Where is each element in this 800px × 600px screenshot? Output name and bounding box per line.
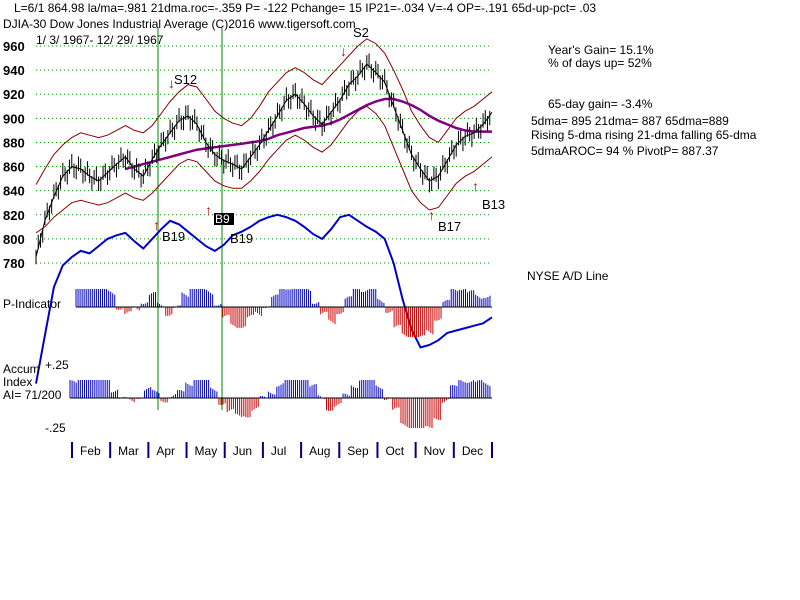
buy-arrow-icon: ↑	[472, 178, 479, 194]
month-label: Apr	[156, 444, 175, 458]
gain-65: 65-day gain= -3.4%	[548, 97, 653, 111]
accum-index-panel	[69, 380, 492, 428]
ma65-line	[125, 97, 492, 171]
month-label: Aug	[309, 444, 330, 458]
signal-label: S12	[174, 72, 197, 87]
accum-label-3: AI= 71/200	[3, 388, 62, 402]
series-layer	[35, 38, 493, 384]
upper-band-line	[35, 38, 493, 185]
y-axis-labels: 960 940 920 900 880 860 840 820 800 780	[3, 39, 25, 271]
accum-label-2: Index	[3, 375, 32, 389]
y-tick-label: 960	[3, 39, 25, 54]
signal-s2: S2 ↓	[340, 25, 369, 59]
nyse-ad-line	[35, 213, 493, 384]
sell-arrow-icon: ↓	[168, 75, 175, 91]
month-label: Dec	[462, 444, 483, 458]
signal-b19-may: B19	[230, 231, 253, 246]
accum-plus-label: +.25	[45, 358, 69, 372]
date-range: 1/ 3/ 1967- 12/ 29/ 1967	[36, 33, 164, 47]
y-tick-label: 860	[3, 160, 25, 175]
price-grid	[36, 45, 492, 264]
signal-b17: ↑ B17	[428, 207, 461, 234]
signal-label: B19	[162, 229, 185, 244]
month-label: Nov	[424, 444, 445, 458]
signal-b13: ↑ B13	[472, 178, 505, 212]
header-stats-line: L=6/1 864.98 la/ma=.981 21dma.roc=-.359 …	[14, 1, 596, 15]
signal-label-box	[214, 213, 234, 225]
month-label: Jun	[233, 444, 252, 458]
buy-arrow-icon: ↑	[205, 202, 212, 218]
lower-band-line	[35, 105, 493, 234]
signal-b19-apr: ↑ B19	[153, 217, 185, 244]
sell-arrow-icon: ↓	[340, 43, 347, 59]
y-tick-label: 840	[3, 184, 25, 199]
month-label: May	[195, 444, 218, 458]
pct-days-up: % of days up= 52%	[548, 56, 652, 70]
y-tick-label: 920	[3, 87, 25, 102]
nyse-ad-label: NYSE A/D Line	[527, 269, 609, 283]
signal-label: S2	[353, 25, 369, 40]
signal-s12: S12 ↓	[168, 72, 197, 91]
dma-values: 5dma= 895 21dma= 887 65dma=889	[531, 114, 729, 128]
buy-arrow-icon: ↑	[153, 217, 160, 233]
y-tick-label: 900	[3, 111, 25, 126]
month-label: Jul	[271, 444, 286, 458]
ma-trend-line: Rising 5-dma rising 21-dma falling 65-dm…	[531, 128, 757, 142]
signal-label: B9	[215, 212, 230, 226]
y-tick-label: 820	[3, 208, 25, 223]
accum-minus-label: -.25	[45, 421, 66, 435]
y-tick-label: 940	[3, 63, 25, 78]
y-tick-label: 780	[3, 256, 25, 271]
aroc-pivot: 5dmaAROC= 94 % PivotP= 887.37	[531, 144, 719, 158]
price-bars	[35, 53, 491, 265]
accum-label-1: Accum	[3, 362, 40, 376]
month-label: Sep	[347, 444, 369, 458]
p-indicator-label: P-Indicator	[3, 297, 61, 311]
chart-title: DJIA-30 Dow Jones Industrial Average (C)…	[3, 17, 356, 31]
signal-label: B13	[482, 197, 505, 212]
month-label: Feb	[80, 444, 101, 458]
y-tick-label: 800	[3, 232, 25, 247]
signal-b9: ↑ B9	[205, 202, 234, 226]
y-tick-label: 880	[3, 135, 25, 150]
month-label: Mar	[118, 444, 139, 458]
month-axis: Feb Mar Apr May Jun Jul Aug Sep Oct Nov Dec	[71, 442, 493, 458]
signal-label: B19	[230, 231, 253, 246]
signal-label: B17	[438, 219, 461, 234]
month-label: Oct	[385, 444, 404, 458]
years-gain: Year's Gain= 15.1%	[548, 43, 654, 57]
buy-arrow-icon: ↑	[428, 207, 435, 223]
price-line	[35, 63, 493, 258]
p-indicator-panel	[75, 289, 492, 337]
